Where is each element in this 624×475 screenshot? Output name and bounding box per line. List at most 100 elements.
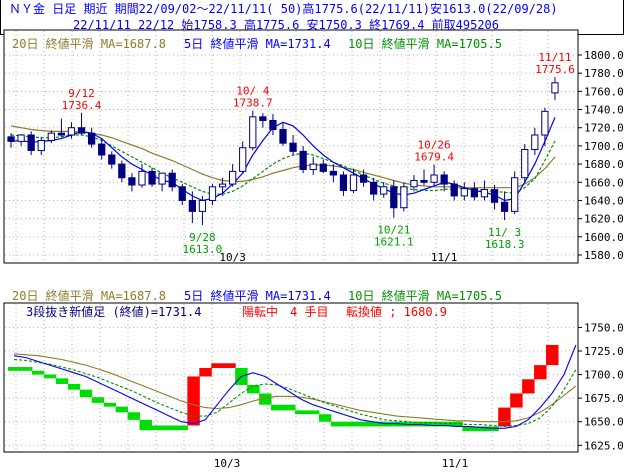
brick-up bbox=[199, 367, 212, 377]
y-tick-label: 1680.0 bbox=[584, 158, 624, 171]
brick-down bbox=[115, 406, 129, 413]
candlestick-y-axis: 1580.0 1600.0 1620.0 1640.0 1660.0 1680.0 1700… bbox=[578, 49, 624, 262]
brick-up bbox=[510, 393, 523, 408]
candle-up bbox=[309, 163, 317, 171]
candle-up bbox=[249, 116, 257, 149]
kagi-y-axis: 1625.0 1650.0 1675.0 1700.0 1725.0 1750.0 bbox=[578, 321, 624, 452]
candlestick-legend: 20日 終値平滑 MA=1687.8 5日 終値平滑 MA=1731.4 10日… bbox=[12, 36, 502, 51]
legend-ma5: 5日 終値平滑 MA=1731.4 bbox=[184, 288, 331, 303]
candle-down bbox=[390, 186, 398, 209]
brick-down bbox=[283, 404, 296, 411]
candle-down bbox=[118, 163, 126, 179]
x-tick-label: 10/3 bbox=[219, 251, 246, 264]
header-line-1: ＮＹ金 日足 期近 期間22/09/02～22/11/11( 50)高1775.… bbox=[9, 2, 558, 16]
y-tick-label: 1625.0 bbox=[584, 439, 624, 452]
brick-down bbox=[318, 414, 332, 422]
candle-up bbox=[460, 188, 468, 197]
annotation-value: 1679.4 bbox=[414, 151, 454, 164]
brick-down bbox=[366, 421, 380, 427]
y-tick-label: 1720.0 bbox=[584, 122, 624, 135]
brick-down bbox=[247, 384, 260, 394]
brick-down bbox=[19, 367, 33, 371]
candle-up bbox=[410, 179, 418, 188]
brick-up bbox=[187, 376, 200, 426]
candlestick-grid bbox=[5, 31, 577, 262]
brick-down bbox=[151, 425, 164, 431]
candle-up bbox=[239, 147, 247, 172]
legend-ma20: 20日 終値平滑 MA=1687.8 bbox=[12, 36, 166, 51]
candle-down bbox=[178, 186, 186, 201]
ma5-line bbox=[13, 344, 577, 429]
candle-down bbox=[440, 174, 448, 185]
annotation-date: 11/11 bbox=[538, 51, 571, 64]
candle-down bbox=[299, 150, 307, 171]
candle-down bbox=[370, 181, 378, 195]
kagi-state: 陽転中 bbox=[242, 304, 278, 319]
brick-up bbox=[211, 363, 224, 368]
brick-down bbox=[103, 402, 117, 407]
y-tick-label: 1660.0 bbox=[584, 176, 624, 189]
brick-down bbox=[330, 421, 344, 427]
annotation-value: 1621.1 bbox=[374, 236, 414, 249]
y-tick-label: 1750.0 bbox=[584, 321, 624, 334]
legend-ma5: 5日 終値平滑 MA=1731.4 bbox=[184, 36, 331, 51]
annotation-date: 11/ 3 bbox=[488, 226, 521, 239]
candle-up bbox=[380, 186, 388, 195]
annotation-date: 9/28 bbox=[189, 231, 216, 244]
y-tick-label: 1800.0 bbox=[584, 49, 624, 62]
ma10-line bbox=[13, 358, 577, 427]
brick-down bbox=[271, 404, 284, 411]
brick-down bbox=[342, 421, 356, 427]
candle-down bbox=[490, 189, 499, 203]
candle-down bbox=[319, 163, 327, 172]
brick-up bbox=[534, 365, 547, 380]
y-tick-label: 1700.0 bbox=[584, 369, 624, 382]
brick-down bbox=[43, 374, 57, 379]
brick-down bbox=[163, 425, 176, 431]
candle-down bbox=[329, 170, 337, 176]
candlestick-series bbox=[7, 77, 559, 225]
legend-ma20: 20日 終値平滑 MA=1687.8 bbox=[12, 288, 166, 303]
y-tick-label: 1700.0 bbox=[584, 140, 624, 153]
annotation-date: 10/26 bbox=[418, 139, 451, 152]
brick-up bbox=[223, 363, 236, 368]
candle-up bbox=[47, 132, 55, 141]
y-tick-label: 1725.0 bbox=[584, 345, 624, 358]
brick-up bbox=[546, 344, 559, 366]
candle-up bbox=[349, 174, 358, 191]
candle-down bbox=[7, 136, 15, 142]
candle-down bbox=[108, 154, 116, 165]
brick-down bbox=[8, 367, 21, 371]
kagi-count: 4 手目 bbox=[290, 305, 328, 319]
candle-down bbox=[359, 174, 368, 183]
brick-down bbox=[259, 393, 272, 405]
candle-up bbox=[511, 177, 519, 212]
candle-down bbox=[77, 127, 86, 134]
y-tick-label: 1600.0 bbox=[584, 231, 624, 244]
candle-down bbox=[128, 177, 136, 186]
brick-down bbox=[306, 410, 320, 415]
candle-up bbox=[208, 186, 217, 201]
candle-down bbox=[279, 129, 287, 144]
annotation-date: 10/ 4 bbox=[236, 85, 269, 98]
candle-up bbox=[531, 134, 539, 151]
annotation-date: 10/21 bbox=[377, 224, 410, 237]
candle-down bbox=[87, 132, 96, 145]
candle-up bbox=[521, 149, 529, 179]
brick-down bbox=[474, 426, 487, 432]
candle-down bbox=[289, 142, 297, 152]
legend-ma10: 10日 終値平滑 MA=1705.5 bbox=[348, 36, 502, 51]
x-tick-label: 11/1 bbox=[431, 251, 458, 264]
candlestick-x-axis: 10/3 11/1 bbox=[219, 251, 457, 264]
candle-up bbox=[17, 134, 25, 142]
candle-up bbox=[400, 186, 408, 209]
brick-down bbox=[67, 384, 81, 390]
candle-down bbox=[339, 174, 348, 191]
candle-up bbox=[198, 199, 207, 212]
kagi-label: 3段抜き新値足 (終値)=1731.4 bbox=[26, 304, 201, 319]
candle-up bbox=[158, 172, 166, 185]
header-line-2: 22/11/11 22/12 始1758.3 高1775.6 安1750.3 終… bbox=[73, 18, 500, 32]
kagi-x-axis: 10/3 11/1 bbox=[214, 457, 469, 470]
annotation-value: 1736.4 bbox=[62, 99, 102, 112]
